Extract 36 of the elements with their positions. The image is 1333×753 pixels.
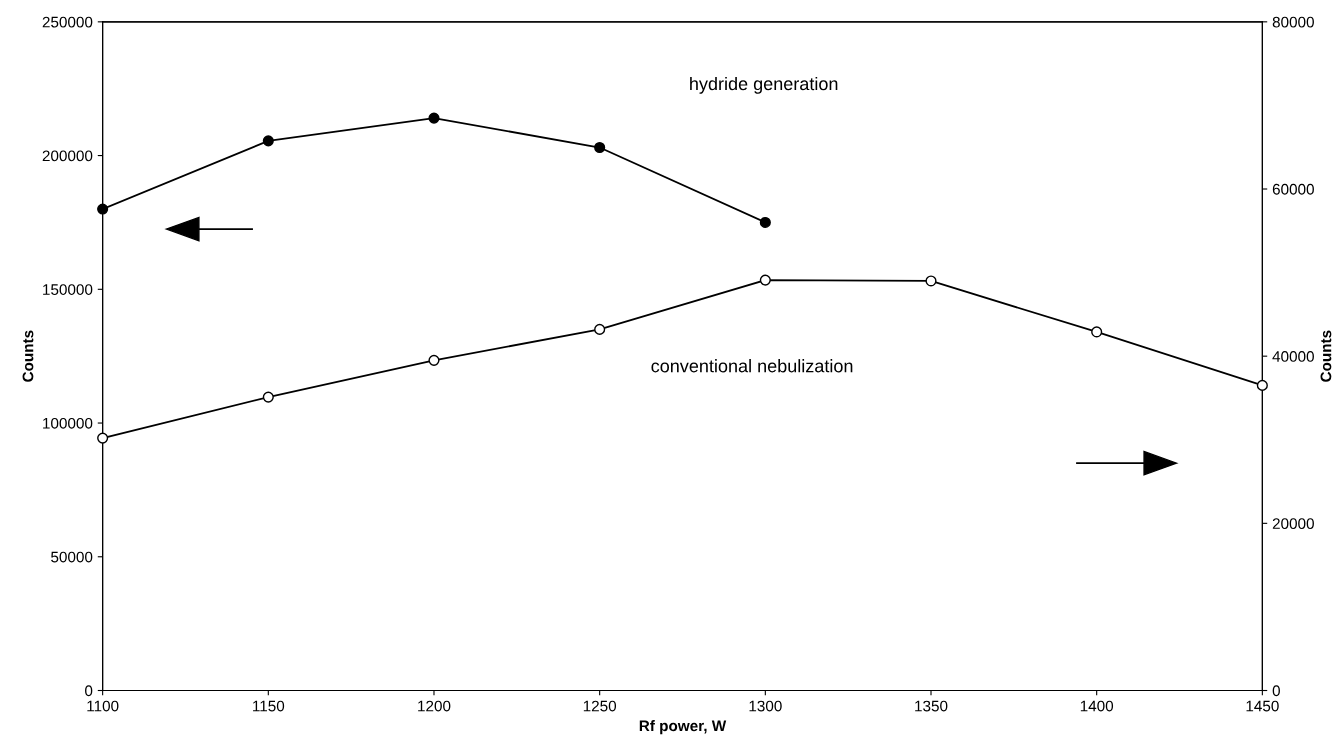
x-tick-label: 1200	[418, 700, 451, 712]
y2-tick-label: 40000	[1272, 351, 1314, 362]
point	[759, 216, 771, 228]
y2-tick-label: 60000	[1272, 183, 1314, 195]
point	[594, 323, 606, 335]
point	[1091, 326, 1103, 338]
point	[759, 274, 771, 286]
y-tick-label: 0	[85, 685, 93, 697]
x-tick-label: 1400	[1080, 700, 1114, 712]
point	[262, 391, 274, 403]
y-axis-title: Counts	[22, 330, 34, 382]
point	[428, 354, 440, 366]
point	[1256, 379, 1268, 391]
y-tick-label: 250000	[42, 16, 93, 28]
point	[925, 275, 937, 287]
y2-axis-title: Counts	[1320, 330, 1332, 382]
y-tick-label: 200000	[42, 150, 93, 162]
y-tick-label: 100000	[43, 417, 93, 429]
point	[262, 135, 274, 147]
annotation: conventional nebulization	[651, 359, 853, 373]
y-tick-label: 150000	[43, 284, 93, 295]
x-tick-label: 1150	[253, 700, 285, 712]
x-tick-label: 1100	[87, 700, 119, 712]
point	[428, 112, 440, 124]
y2-tick-label: 0	[1272, 685, 1280, 697]
x-tick-label: 1250	[583, 700, 617, 712]
annotation: hydride generation	[690, 76, 838, 94]
y-tick-label: 50000	[51, 551, 93, 563]
point	[594, 141, 606, 154]
y2-tick-label: 80000	[1272, 16, 1314, 28]
x-tick-label: 1300	[749, 700, 782, 712]
point	[97, 432, 109, 444]
x-tick-label: 1450	[1246, 700, 1279, 712]
y2-tick-label: 20000	[1272, 518, 1314, 530]
x-axis-title: Rf power, W	[639, 720, 727, 735]
x-tick-label: 1350	[915, 700, 948, 712]
